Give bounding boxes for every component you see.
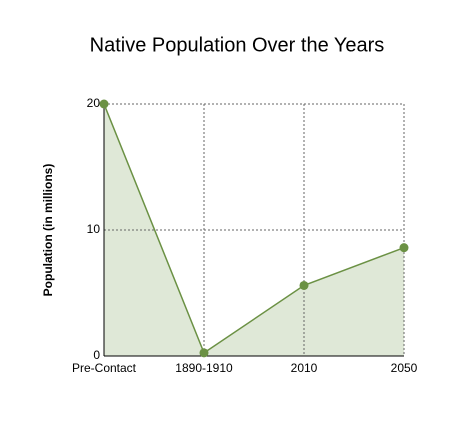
x-tick-label: 1890-1910 — [175, 361, 233, 375]
point — [199, 348, 209, 358]
x-tick-label: Pre-Contact — [72, 361, 137, 375]
point — [399, 243, 409, 253]
x-tick-label: 2010 — [291, 361, 318, 375]
x-tick-label: 2050 — [391, 361, 418, 375]
line — [103, 103, 405, 354]
area — [104, 104, 404, 356]
y-axis-label: Population (in millions) — [41, 164, 55, 297]
y-tick-label: 0 — [93, 348, 100, 362]
point — [299, 280, 309, 290]
chart-title: Native Population Over the Years — [90, 34, 385, 56]
y-tick-label: 10 — [87, 222, 101, 236]
y-tick-label: 20 — [87, 96, 101, 110]
point — [99, 99, 109, 109]
